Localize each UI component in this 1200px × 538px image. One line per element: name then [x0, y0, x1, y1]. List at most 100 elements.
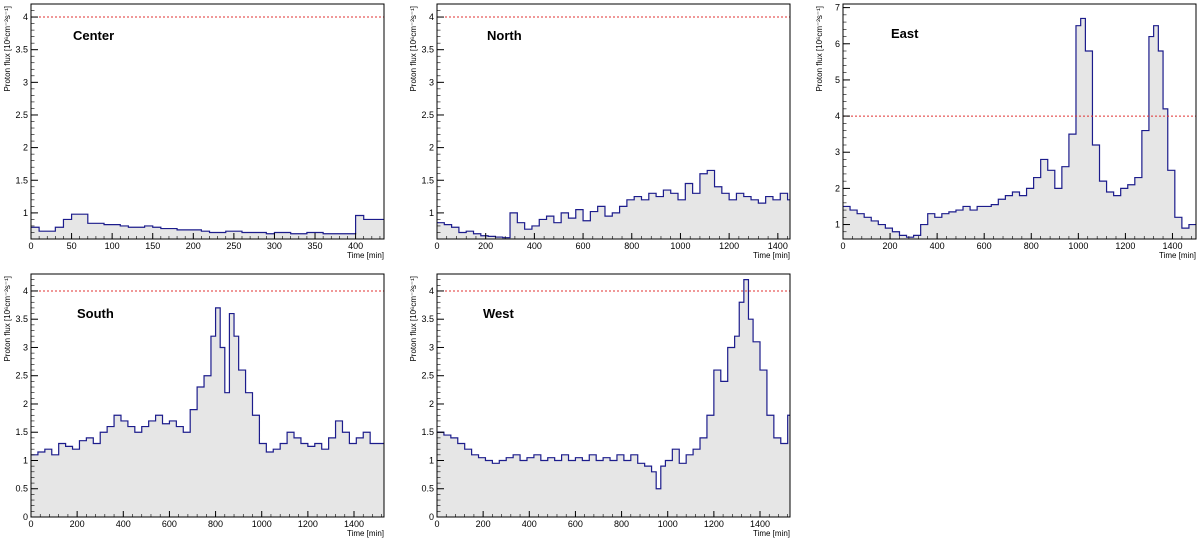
x-tick-label: 1200 — [704, 519, 724, 529]
x-tick-label: 200 — [70, 519, 85, 529]
x-tick-label: 200 — [478, 241, 493, 251]
x-tick-label: 0 — [28, 241, 33, 251]
y-tick-label: 2 — [835, 183, 840, 193]
panel-title: East — [891, 26, 919, 41]
y-tick-label: 3.5 — [15, 45, 28, 55]
x-tick-label: 200 — [883, 241, 898, 251]
y-tick-label: 1 — [23, 455, 28, 465]
y-axis-label: Proton flux [10⁶cm⁻²s⁻¹] — [409, 276, 418, 362]
y-tick-label: 3.5 — [421, 314, 434, 324]
panel-title: North — [487, 28, 522, 43]
x-tick-label: 800 — [614, 519, 629, 529]
y-tick-label: 2.5 — [15, 371, 28, 381]
y-tick-label: 1 — [835, 220, 840, 230]
y-axis-label: Proton flux [10⁶cm⁻²s⁻¹] — [3, 276, 12, 362]
y-tick-label: 2.5 — [421, 110, 434, 120]
x-tick-label: 400 — [527, 241, 542, 251]
y-axis-label: Proton flux [10⁶cm⁻²s⁻¹] — [409, 6, 418, 92]
x-axis-label: Time [min] — [347, 529, 384, 538]
x-tick-label: 600 — [568, 519, 583, 529]
panel-east: 0 200 400 600 800 1000 1200 1400 1 2 3 4 5 6 7 Time [mi… — [815, 3, 1197, 260]
series-area — [437, 279, 790, 517]
panel-south: 0 200 400 600 800 1000 1200 1400 0 0.5 1 1.5 2 2.5 3 3.… — [3, 273, 385, 538]
x-tick-label: 100 — [105, 241, 120, 251]
y-tick-label: 1 — [429, 455, 434, 465]
x-tick-label: 600 — [977, 241, 992, 251]
y-tick-label: 7 — [835, 3, 840, 13]
y-tick-label: 1.5 — [15, 427, 28, 437]
x-tick-label: 50 — [67, 241, 77, 251]
x-tick-label: 350 — [308, 241, 323, 251]
panel-west: 0 200 400 600 800 1000 1200 1400 0 0.5 1 1.5 2 2.5 3 3.… — [409, 273, 791, 538]
y-tick-label: 0 — [429, 512, 434, 522]
x-tick-label: 800 — [1024, 241, 1039, 251]
y-tick-label: 1.5 — [421, 427, 434, 437]
y-tick-label: 3 — [835, 147, 840, 157]
x-axis-label: Time [min] — [347, 251, 384, 260]
x-tick-label: 400 — [116, 519, 131, 529]
y-tick-label: 3 — [23, 342, 28, 352]
y-tick-label: 2 — [429, 399, 434, 409]
series-line — [437, 279, 790, 490]
x-tick-label: 1400 — [344, 519, 364, 529]
x-tick-label: 200 — [186, 241, 201, 251]
x-tick-label: 1200 — [298, 519, 318, 529]
y-tick-label: 4 — [23, 12, 28, 22]
y-tick-label: 6 — [835, 39, 840, 49]
y-tick-label: 4 — [429, 12, 434, 22]
y-tick-label: 2.5 — [421, 371, 434, 381]
x-tick-label: 1400 — [768, 241, 788, 251]
x-tick-label: 800 — [624, 241, 639, 251]
y-tick-label: 4 — [835, 111, 840, 121]
series-line — [843, 17, 1196, 238]
x-axis-label: Time [min] — [753, 251, 790, 260]
y-tick-label: 3 — [429, 342, 434, 352]
plot-frame — [842, 3, 1197, 240]
x-tick-label: 1000 — [252, 519, 272, 529]
x-tick-label: 1000 — [1068, 241, 1088, 251]
series-area — [31, 307, 384, 517]
y-tick-label: 1 — [429, 208, 434, 218]
x-tick-label: 0 — [434, 519, 439, 529]
series-line — [31, 213, 384, 235]
panel-title: South — [77, 306, 114, 321]
y-tick-label: 0.5 — [15, 484, 28, 494]
y-axis-label: Proton flux [10⁶cm⁻²s⁻¹] — [815, 6, 824, 92]
x-tick-label: 1000 — [658, 519, 678, 529]
y-tick-label: 2 — [23, 143, 28, 153]
x-axis-label: Time [min] — [753, 529, 790, 538]
x-tick-label: 400 — [348, 241, 363, 251]
panel-north: 0 200 400 600 800 1000 1200 1400 1 1.5 2 2.5 3 3.5 4 Ti… — [409, 3, 791, 260]
x-tick-label: 600 — [576, 241, 591, 251]
y-tick-label: 3 — [23, 77, 28, 87]
x-tick-label: 150 — [145, 241, 160, 251]
x-tick-label: 0 — [28, 519, 33, 529]
plot-frame — [30, 273, 385, 518]
panel-title: West — [483, 306, 514, 321]
series-line — [437, 169, 790, 239]
series-line — [31, 307, 384, 456]
y-tick-label: 2 — [23, 399, 28, 409]
y-tick-label: 3.5 — [15, 314, 28, 324]
x-tick-label: 1400 — [750, 519, 770, 529]
y-tick-label: 4 — [429, 286, 434, 296]
x-tick-label: 800 — [208, 519, 223, 529]
x-tick-label: 300 — [267, 241, 282, 251]
series-area — [31, 214, 384, 239]
x-tick-label: 250 — [226, 241, 241, 251]
y-tick-label: 2.5 — [15, 110, 28, 120]
x-tick-label: 0 — [840, 241, 845, 251]
y-tick-label: 1.5 — [421, 175, 434, 185]
x-tick-label: 600 — [162, 519, 177, 529]
y-tick-label: 5 — [835, 75, 840, 85]
x-tick-label: 1000 — [670, 241, 690, 251]
x-tick-label: 200 — [476, 519, 491, 529]
x-tick-label: 400 — [930, 241, 945, 251]
plot-frame — [436, 273, 791, 518]
y-tick-label: 1 — [23, 208, 28, 218]
x-tick-label: 1400 — [1162, 241, 1182, 251]
y-tick-label: 1.5 — [15, 175, 28, 185]
y-tick-label: 3.5 — [421, 45, 434, 55]
series-area — [437, 170, 790, 239]
